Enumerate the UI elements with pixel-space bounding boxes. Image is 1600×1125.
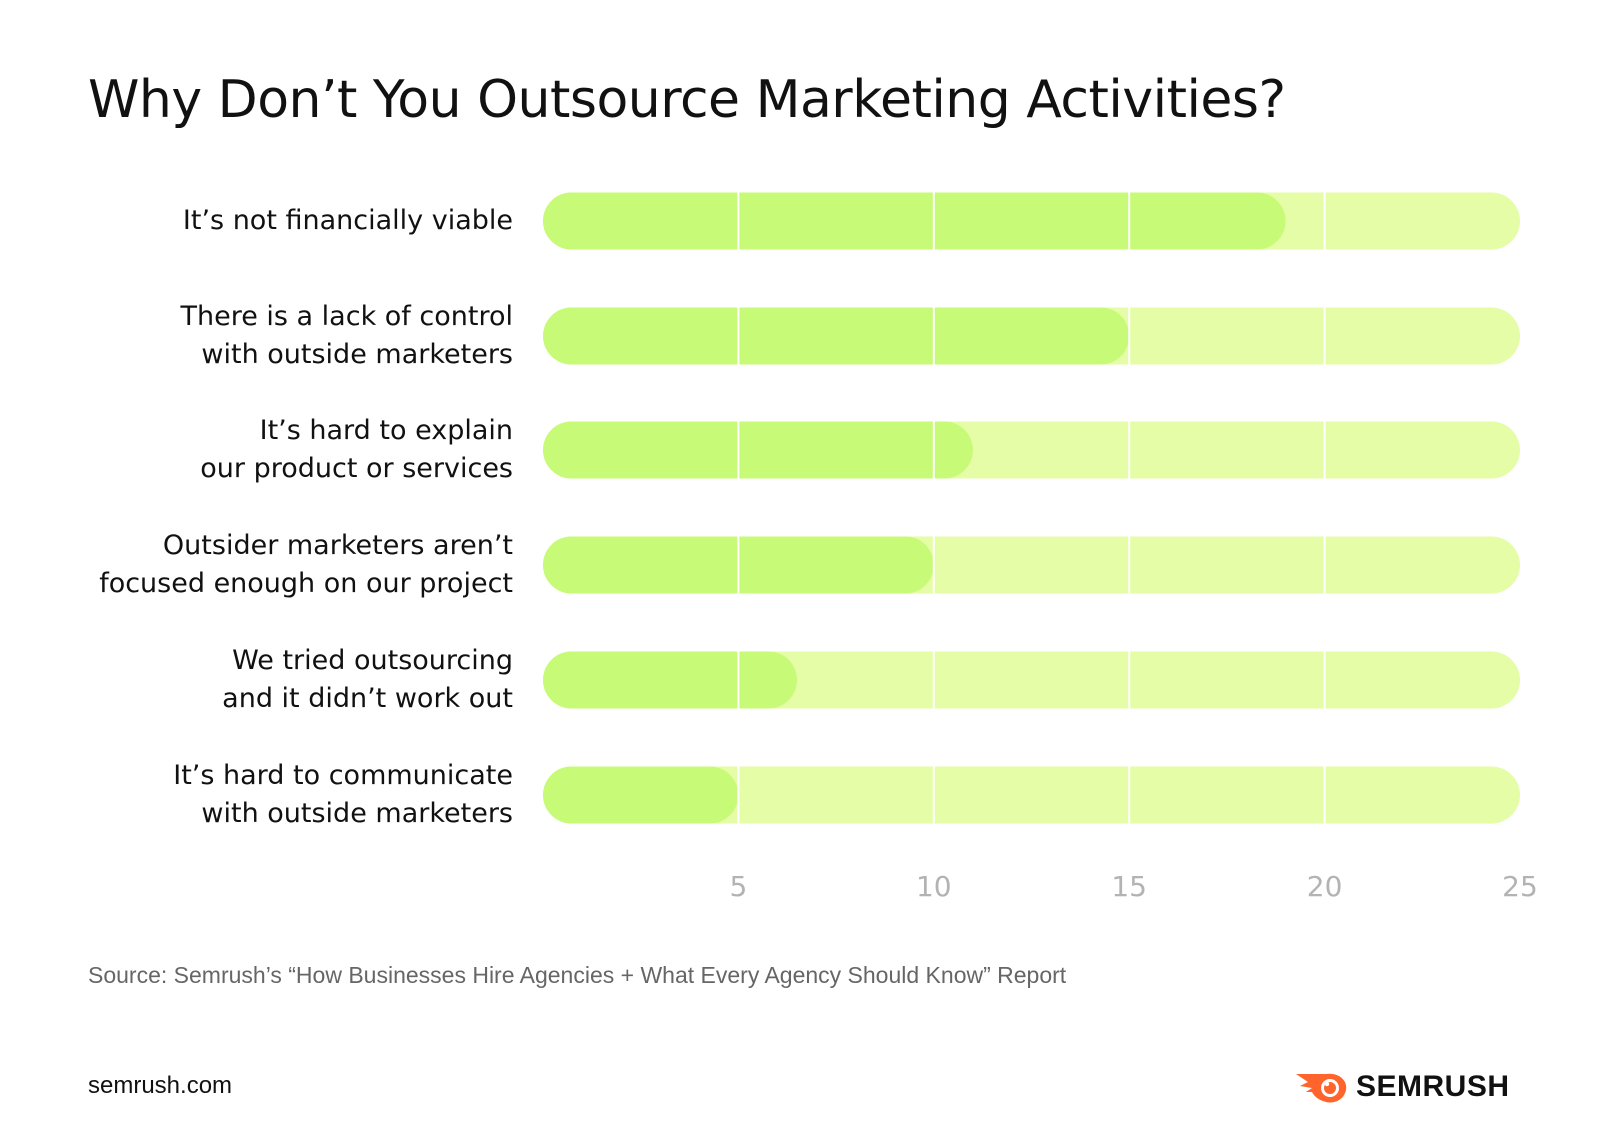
chart-title: Why Don’t You Outsource Marketing Activi… <box>88 70 1286 130</box>
category-label: Outsider marketers aren’t focused enough… <box>99 530 513 599</box>
category-label: There is a lack of control with outside … <box>180 301 513 370</box>
bar <box>543 651 798 709</box>
bar-track <box>543 766 1520 824</box>
category-label: It’s hard to communicate with outside ma… <box>173 760 513 829</box>
category-label: We tried outsourcing and it didn’t work … <box>222 645 513 714</box>
category-label: It’s hard to explain our product or serv… <box>200 415 513 484</box>
semrush-logo: SEMRUSH <box>1296 1070 1510 1104</box>
bar <box>543 192 1286 250</box>
x-tick-label: 10 <box>915 870 952 903</box>
brand-name: SEMRUSH <box>1356 1070 1510 1103</box>
bar <box>543 421 973 479</box>
bar <box>543 307 1130 365</box>
x-tick-label: 20 <box>1306 870 1343 903</box>
x-tick-label: 15 <box>1111 870 1148 903</box>
x-tick-label: 5 <box>729 870 748 903</box>
x-tick-label: 25 <box>1502 870 1538 903</box>
semrush-flame-icon <box>1296 1073 1347 1103</box>
category-label: It’s not financially viable <box>182 205 513 236</box>
bar <box>543 766 739 824</box>
source-note: Source: Semrush’s “How Businesses Hire A… <box>88 962 1067 988</box>
site-url: semrush.com <box>88 1072 233 1099</box>
